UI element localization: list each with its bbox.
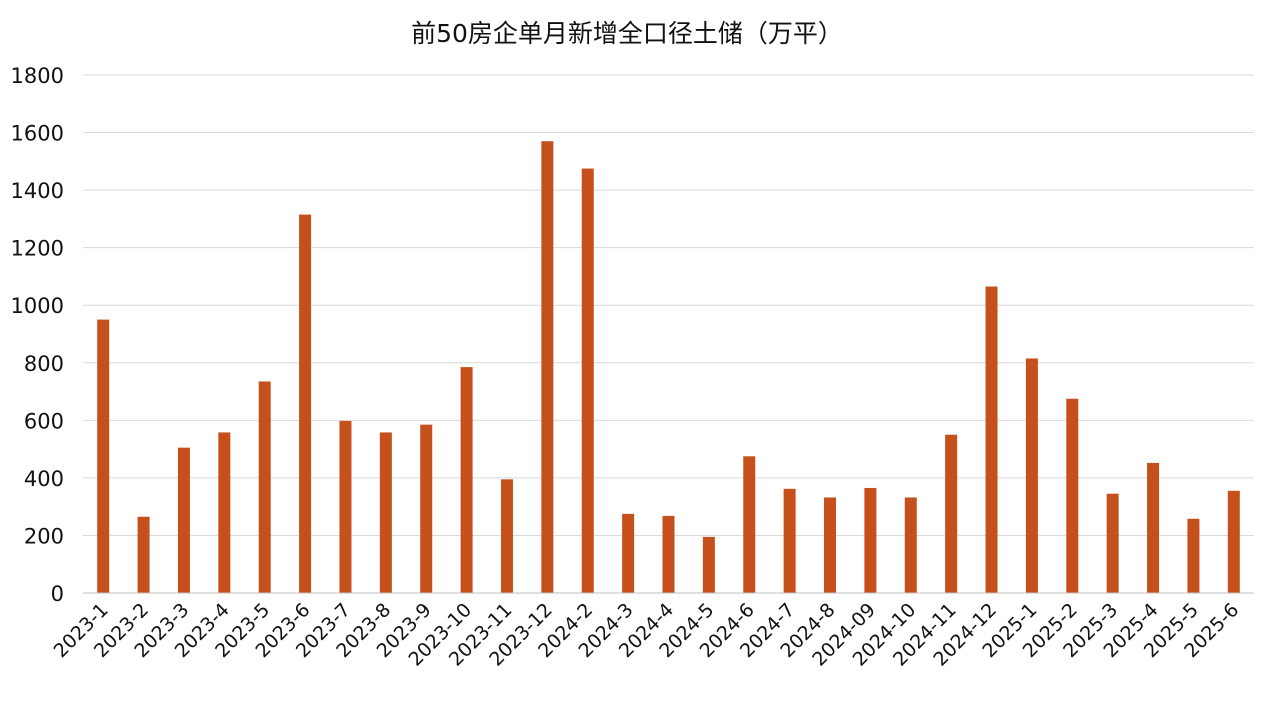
bar-2023-11	[500, 479, 513, 593]
y-tick-label: 1800	[11, 64, 64, 88]
bar-2023-1	[97, 319, 110, 593]
bar-2025-6	[1227, 490, 1240, 593]
bar-2025-2	[1066, 398, 1079, 593]
bar-2023-9	[420, 424, 433, 593]
bar-2023-8	[379, 432, 392, 593]
bars	[97, 141, 1240, 594]
y-axis-ticks: 0 200 400 600 800 1000 1200 1400 1600 1800	[11, 64, 64, 606]
y-tick-label: 1000	[11, 294, 64, 318]
bar-2024-12	[985, 286, 998, 593]
bar-2024-4	[662, 515, 675, 593]
bar-2025-1	[1025, 358, 1038, 593]
gridlines	[83, 74, 1254, 536]
bar-2024-7	[783, 488, 796, 593]
x-axis-ticks: 2023-12023-22023-32023-42023-52023-62023…	[50, 599, 1244, 671]
bar-2025-3	[1106, 493, 1119, 593]
bar-2025-5	[1187, 518, 1200, 593]
chart-title: 前50房企单月新增全口径土储（万平）	[411, 19, 843, 48]
bar-2024-2	[581, 168, 594, 593]
y-tick-label: 800	[24, 352, 64, 376]
bar-2023-4	[218, 432, 231, 593]
y-tick-label: 400	[24, 467, 64, 491]
bar-2024-10	[904, 497, 917, 593]
bar-2023-12	[541, 141, 554, 593]
bar-2024-5	[702, 536, 715, 593]
y-tick-label: 1600	[11, 122, 64, 146]
bar-2025-4	[1147, 462, 1160, 593]
bar-2023-7	[339, 420, 352, 593]
y-tick-label: 600	[24, 409, 64, 433]
bar-2023-6	[299, 214, 312, 594]
y-tick-label: 1200	[11, 237, 64, 261]
y-tick-label: 200	[24, 524, 64, 548]
y-tick-label: 1400	[11, 179, 64, 203]
bar-2024-6	[743, 456, 756, 593]
bar-2023-5	[258, 381, 271, 593]
y-tick-label: 0	[51, 582, 64, 606]
bar-2024-09	[864, 487, 877, 593]
bar-2024-8	[824, 497, 837, 593]
bar-2023-2	[137, 516, 150, 593]
bar-2024-11	[945, 434, 958, 593]
bar-2024-3	[622, 513, 635, 593]
bar-2023-3	[177, 447, 190, 593]
bar-2023-10	[460, 367, 473, 593]
